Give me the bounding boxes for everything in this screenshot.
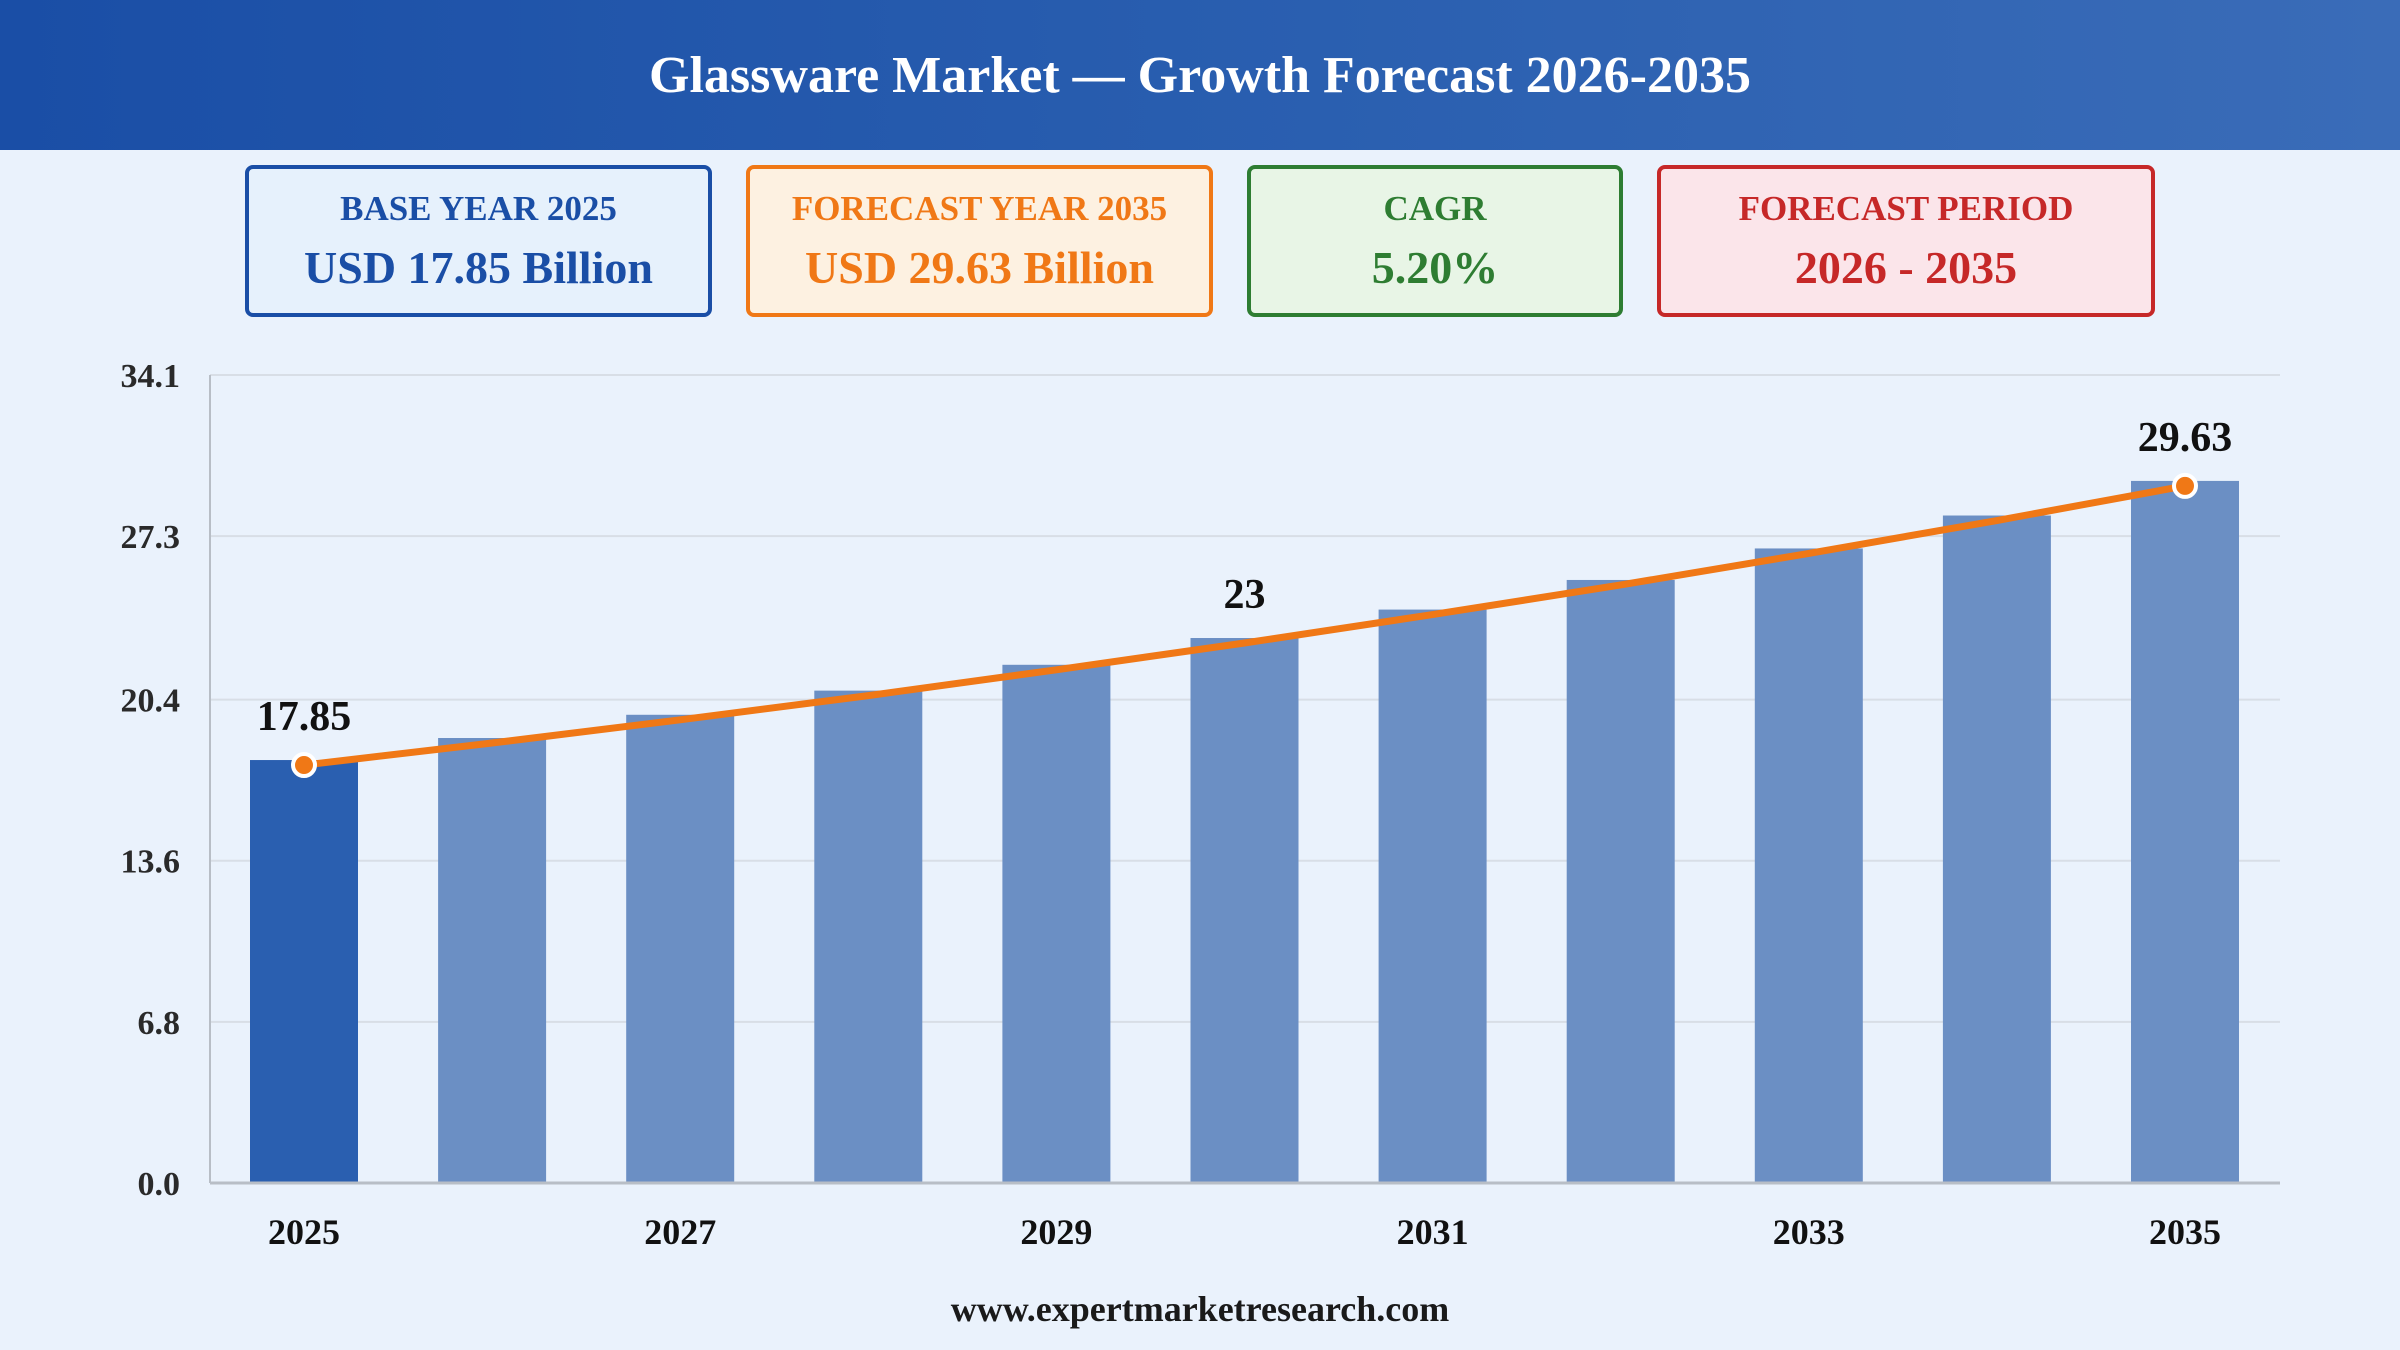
forecast-period-label: FORECAST PERIOD (1738, 188, 2074, 228)
base-year-card: BASE YEAR 2025 USD 17.85 Billion (245, 165, 712, 317)
x-tick-label: 2029 (1020, 1212, 1092, 1252)
x-tick-label: 2025 (268, 1212, 340, 1252)
data-labels: 17.85 23 29.63 (257, 415, 2233, 740)
bar-2035 (2131, 480, 2239, 1183)
bar-2027 (626, 714, 735, 1183)
base-year-value: USD 17.85 Billion (304, 241, 653, 293)
x-tick-label: 2035 (2149, 1212, 2221, 1252)
forecast-year-value: USD 29.63 Billion (805, 241, 1154, 293)
y-axis-ticks: 0.0 6.8 13.6 20.4 27.3 34.1 (121, 358, 181, 1203)
trend-line-path (300, 482, 2189, 769)
forecast-year-label: FORECAST YEAR 2035 (791, 188, 1168, 228)
bars (250, 480, 2239, 1183)
y-tick-label: 13.6 (121, 844, 181, 881)
trend-line (291, 472, 2198, 779)
y-tick-label: 0.0 (138, 1166, 181, 1203)
forecast-period-value: 2026 - 2035 (1794, 241, 2018, 293)
trend-marker (2172, 472, 2198, 499)
trend-marker (291, 752, 317, 779)
bar-line-chart: 0.0 6.8 13.6 20.4 27.3 34.1 17.85 23 29.63 2025… (121, 358, 2280, 1252)
bar-2032 (1566, 579, 1675, 1183)
cagr-label: CAGR (1383, 188, 1487, 228)
y-tick-label: 34.1 (121, 358, 181, 395)
data-label: 17.85 (257, 694, 352, 740)
y-tick-label: 20.4 (121, 683, 181, 720)
bar-2029 (1002, 664, 1111, 1183)
y-tick-label: 6.8 (138, 1005, 181, 1042)
base-year-label: BASE YEAR 2025 (340, 188, 617, 228)
page-title: Glassware Market — Growth Forecast 2026-… (649, 46, 1751, 104)
forecast-year-card: FORECAST YEAR 2035 USD 29.63 Billion (746, 165, 1213, 317)
summary-cards: BASE YEAR 2025 USD 17.85 Billion FORECAS… (0, 165, 2400, 325)
x-tick-label: 2033 (1773, 1212, 1845, 1252)
bar-2030 (1190, 638, 1299, 1183)
bar-2034 (1942, 515, 2051, 1183)
forecast-period-card: FORECAST PERIOD 2026 - 2035 (1657, 165, 2155, 317)
bar-2028 (814, 690, 923, 1183)
data-label: 29.63 (2138, 415, 2233, 461)
source-footer: www.expertmarketresearch.com (950, 1289, 1450, 1329)
data-label: 23 (1224, 572, 1266, 618)
bar-2026 (438, 738, 547, 1183)
bar-2031 (1378, 609, 1487, 1183)
y-tick-label: 27.3 (121, 519, 181, 556)
cagr-card: CAGR 5.20% (1247, 165, 1623, 317)
chart-area: 0.0 6.8 13.6 20.4 27.3 34.1 17.85 23 29.63 2025… (0, 340, 2400, 1280)
x-axis-ticks: 2025 2027 2029 2031 2033 2035 (268, 1212, 2221, 1252)
bar-2025 (250, 760, 358, 1183)
x-tick-label: 2031 (1397, 1212, 1469, 1252)
bar-2033 (1754, 548, 1863, 1183)
x-tick-label: 2027 (644, 1212, 716, 1252)
cagr-value: 5.20% (1371, 241, 1499, 293)
axes (209, 375, 2280, 1185)
header-banner: Glassware Market — Growth Forecast 2026-… (0, 0, 2400, 150)
